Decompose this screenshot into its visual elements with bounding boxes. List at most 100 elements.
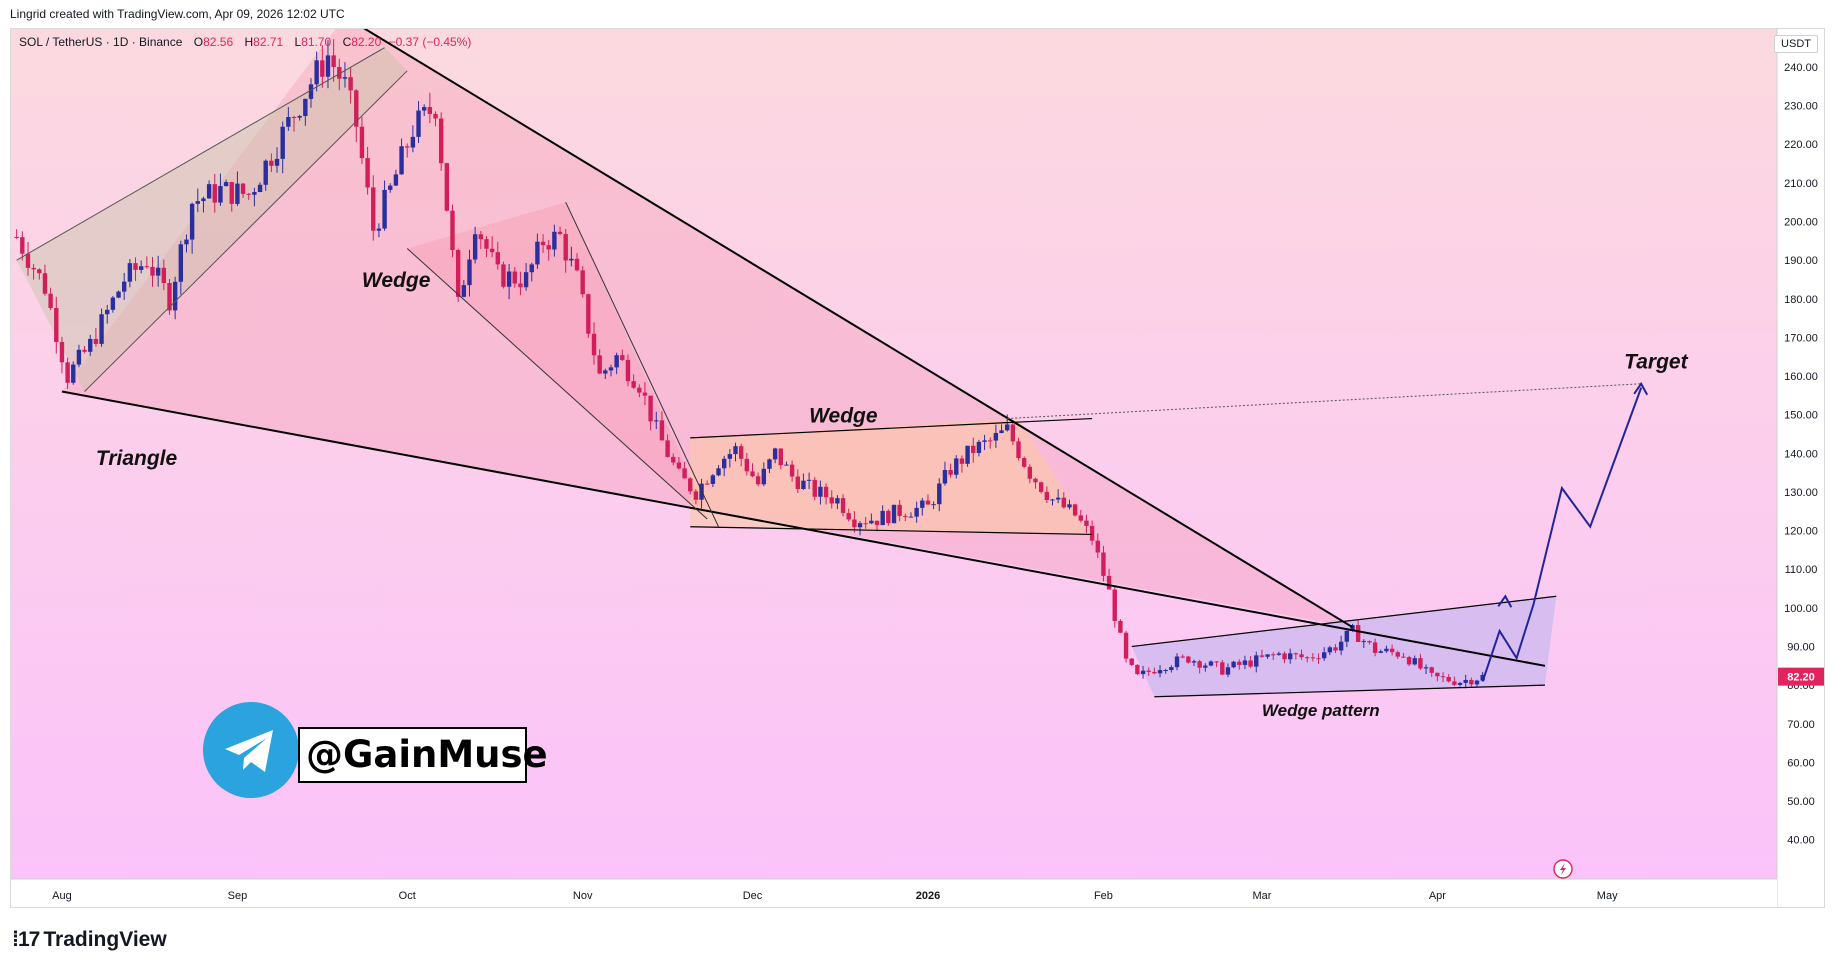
label-wedge-2: Wedge [809,404,878,427]
candle-body [976,441,982,453]
candle-body [965,445,970,464]
candle-body [25,253,31,268]
candle-body [184,239,189,245]
candle-body [642,392,648,396]
candle-body [88,338,93,352]
candle-body [1089,525,1095,541]
candle-body [603,370,608,374]
candle-body [467,259,472,286]
price-tick-label: 50.00 [1787,796,1815,808]
low-label: L [294,35,302,49]
trendline [363,29,1353,629]
candle-body [1418,658,1423,669]
candle-body [727,454,733,459]
candle-body [229,182,234,204]
candle-body [897,504,902,516]
currency-unit-button[interactable]: USDT [1774,35,1818,53]
candle-body [1265,654,1270,657]
channel-upper-line [16,47,385,261]
candle-body [489,248,495,253]
candle-body [1423,667,1429,669]
candle-body [354,90,359,127]
candle-body [1474,680,1480,685]
candle-body [1440,676,1446,678]
candle-body [806,479,812,481]
candle-body [1152,671,1157,674]
candle-body [693,491,699,500]
candle-body [1389,648,1395,653]
candle-body [501,264,506,287]
candle-body [144,266,150,268]
candle-body [1123,632,1129,659]
candle-body [178,244,184,282]
lightning-icon[interactable] [1553,859,1573,879]
candle-body [1395,652,1400,657]
candle-body [150,266,155,276]
candle-body [1220,662,1225,675]
symbol-pair[interactable]: SOL / TetherUS · 1D · Binance [19,35,183,49]
candle-body [201,198,206,202]
candle-body [523,272,529,288]
price-tick-label: 210.00 [1784,178,1818,190]
time-tick-label: Nov [573,890,593,902]
candle-body [512,271,517,284]
candle-body [988,440,993,442]
candle-body [1163,670,1168,672]
candle-body [393,174,399,186]
candle-body [1248,660,1253,667]
candle-body [818,486,823,497]
candle-body [127,263,133,282]
candle-body [518,283,523,288]
candle-body [1333,647,1338,651]
candle-body [755,476,761,485]
candle-body [812,479,817,497]
candle-body [1446,676,1451,682]
candle-body [903,515,908,517]
candle-body [122,281,127,292]
candle-body [1197,661,1202,668]
candle-body [495,252,500,265]
change-value: −0.37 (−0.45%) [388,35,472,49]
candle-body [665,440,670,457]
candle-body [257,184,263,193]
candle-body [252,192,257,195]
open-label: O [193,35,204,49]
candle-body [869,520,874,524]
tradingview-logo-icon: ⁞17 [12,928,40,951]
candle-body [506,271,512,287]
brand-footer[interactable]: ⁞17 TradingView [12,928,167,952]
candle-body [433,113,438,119]
candle-body [659,420,665,441]
candle-body [331,55,336,68]
candle-body [1327,647,1333,653]
candle-body [1304,657,1310,659]
price-tick-label: 150.00 [1784,410,1818,422]
candle-body [1321,652,1327,659]
candle-body [1338,641,1344,651]
symbol-info[interactable]: SOL / TetherUS · 1D · Binance O82.56 H82… [19,35,471,49]
price-axis-panel[interactable] [1777,29,1825,908]
time-tick-label: Apr [1429,890,1446,902]
candle-body [37,269,42,274]
candle-body [1259,655,1265,657]
candle-body [1435,672,1440,677]
candle-body [167,283,172,311]
projection-arrow-small [1497,594,1513,608]
time-axis-panel[interactable] [11,879,1777,908]
candle-body [767,459,772,469]
candle-body [1118,620,1123,633]
candle-body [637,387,642,393]
low-value: 81.70 [301,35,332,49]
price-tick-label: 170.00 [1784,332,1818,344]
candle-body [1412,658,1417,665]
wedge-pattern-fill [1131,596,1557,697]
candle-body [65,362,70,383]
candle-body [580,270,585,295]
price-tick-label: 190.00 [1784,255,1818,267]
candle-body [48,293,53,308]
candle-body [1463,679,1468,683]
candle-body [1469,679,1474,685]
candle-body [886,510,891,524]
candle-body [705,483,710,485]
candle-body [676,462,682,469]
